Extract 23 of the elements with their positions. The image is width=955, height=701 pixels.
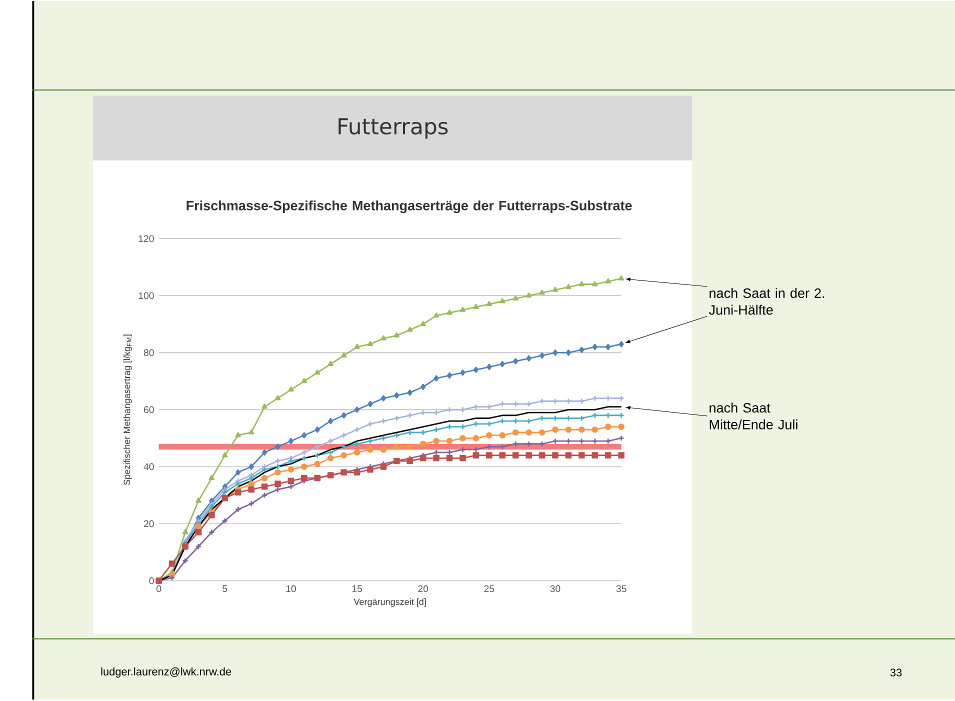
annotation: nach Saat in der 2. Juni-Hälfte <box>708 288 824 315</box>
x-tick-label: 5 <box>222 586 228 592</box>
x-tick-label: 20 <box>418 586 428 592</box>
x-tick-label: 10 <box>286 586 296 592</box>
y-tick-label: 60 <box>144 406 154 414</box>
y-axis-title: Spezifischer Methangasertrag [l/kg$_{FM}$] <box>123 334 132 486</box>
x-tick-label: 0 <box>156 586 162 592</box>
chart-subtitle: Frischmasse-Spezifische Methangaserträge der Futterraps-Substrate <box>186 200 632 214</box>
x-tick-label: 35 <box>616 586 626 592</box>
y-tick-label: 20 <box>144 520 154 528</box>
text: ludger.laurenz@lwk.nrw.de <box>101 668 232 678</box>
chart-title: Futterraps <box>338 118 448 139</box>
y-tick-label: 80 <box>144 349 154 356</box>
y-tick-label: 100 <box>138 292 154 300</box>
x-tick-label: 15 <box>352 586 362 592</box>
x-axis-title: Vergärungszeit [d] <box>354 598 426 608</box>
y-tick-label: 0 <box>149 578 154 584</box>
annotation: nach Saat Mitte/Ende Juli <box>710 402 798 430</box>
y-tick-label: 120 <box>138 235 154 242</box>
text: 33 <box>890 668 902 677</box>
x-tick-label: 25 <box>484 586 494 592</box>
x-tick-label: 30 <box>550 586 560 592</box>
y-tick-label: 40 <box>144 464 154 470</box>
